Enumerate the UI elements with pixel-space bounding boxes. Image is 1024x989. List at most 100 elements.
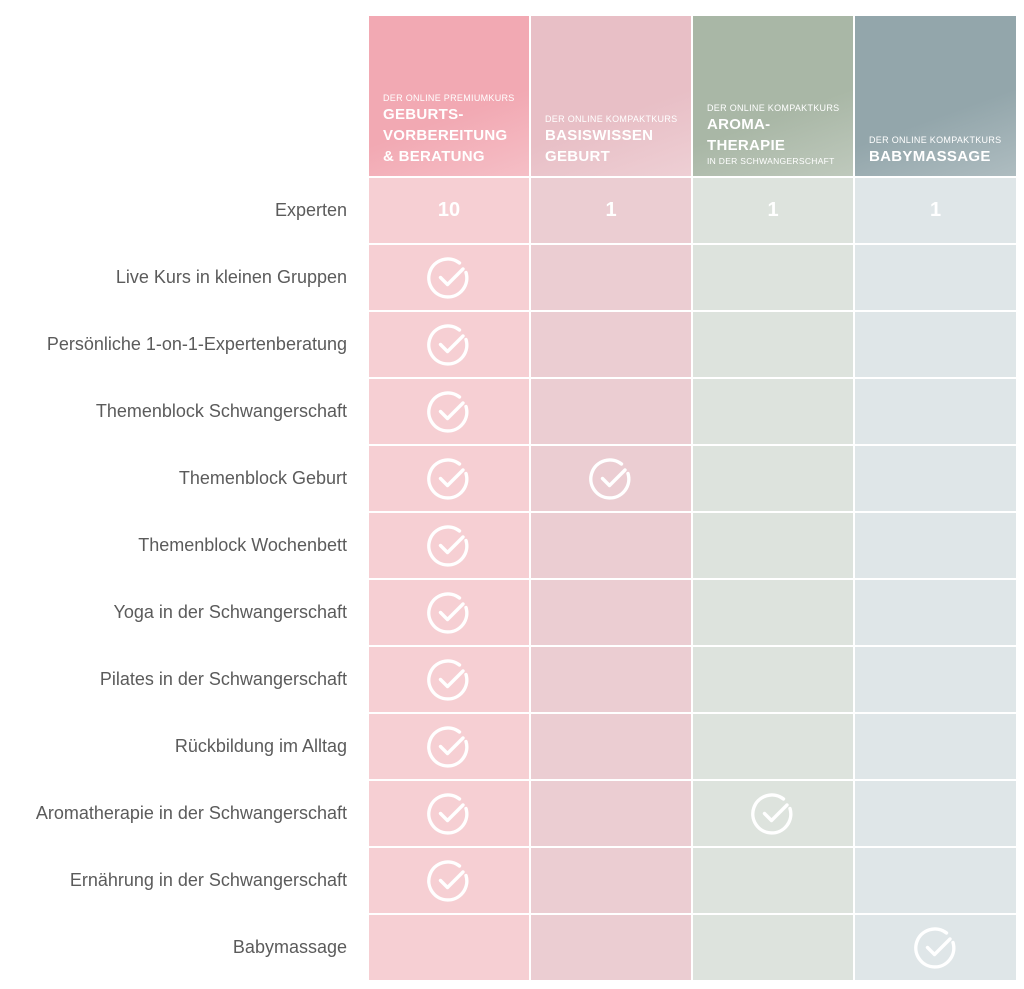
check-circle-icon (426, 858, 472, 904)
table-cell (531, 312, 691, 377)
table-cell (693, 379, 853, 444)
course-header-3: DER ONLINE KOMPAKTKURS AROMA- THERAPIE IN D… (693, 16, 853, 176)
table-cell (693, 915, 853, 980)
course-header-text: DER ONLINE PREMIUMKURS GEBURTS- VORBEREITU… (383, 93, 519, 166)
check-circle-icon (426, 322, 472, 368)
table-cell (369, 848, 529, 913)
table-cell (531, 379, 691, 444)
check-circle-icon (588, 456, 634, 502)
feature-label: Aromatherapie in der Schwangerschaft (35, 803, 347, 823)
check-circle-icon (426, 590, 472, 636)
check-circle-icon (426, 724, 472, 770)
table-cell (693, 714, 853, 779)
table-cell (693, 312, 853, 377)
table-cell (369, 915, 529, 980)
table-cell (855, 647, 1016, 712)
expert-count: 1 (767, 199, 779, 221)
table-cell (369, 781, 529, 846)
table-cell (369, 647, 529, 712)
course-subtitle: DER ONLINE KOMPAKTKURS (869, 135, 1002, 145)
course-title-line: VORBEREITUNG (383, 127, 508, 144)
table-cell (693, 513, 853, 578)
feature-label: Rückbildung im Alltag (174, 736, 347, 756)
table-cell (693, 446, 853, 511)
check-circle-icon (426, 389, 472, 435)
course-photo (855, 16, 1016, 176)
table-cell (855, 580, 1016, 645)
table-cell (531, 647, 691, 712)
table-cell (855, 915, 1016, 980)
table-cell (531, 714, 691, 779)
table-cell (693, 245, 853, 310)
course-header-text: DER ONLINE KOMPAKTKURS BABYMASSAGE (869, 135, 1006, 166)
table-cell (855, 245, 1016, 310)
course-title-extra: IN DER SCHWANGERSCHAFT (707, 156, 835, 166)
table-cell (855, 446, 1016, 511)
table-cell (369, 379, 529, 444)
expert-count: 1 (605, 199, 617, 221)
course-title-line: GEBURTS- (383, 106, 464, 123)
course-title-line: BABYMASSAGE (869, 148, 991, 165)
table-cell (531, 245, 691, 310)
course-header-4: DER ONLINE KOMPAKTKURS BABYMASSAGE (855, 16, 1016, 176)
feature-label: Themenblock Geburt (178, 468, 347, 488)
table-cell (531, 915, 691, 980)
course-header-text: DER ONLINE KOMPAKTKURS AROMA- THERAPIE IN D… (707, 103, 843, 166)
course-header-2: DER ONLINE KOMPAKTKURS BASISWISSEN GEBURT (531, 16, 691, 176)
table-cell (369, 714, 529, 779)
table-cell (855, 513, 1016, 578)
course-subtitle: DER ONLINE KOMPAKTKURS (707, 103, 840, 113)
table-cell (531, 781, 691, 846)
table-cell (855, 379, 1016, 444)
table-cell (369, 580, 529, 645)
course-subtitle: DER ONLINE KOMPAKTKURS (545, 114, 678, 124)
table-cell (531, 446, 691, 511)
table-cell: 10 (369, 178, 529, 243)
course-photo (369, 16, 529, 176)
feature-label: Persönliche 1-on-1-Expertenberatung (46, 334, 347, 354)
feature-label: Experten (274, 200, 347, 220)
table-cell: 1 (855, 178, 1016, 243)
check-circle-icon (426, 523, 472, 569)
feature-label: Yoga in der Schwangerschaft (113, 602, 348, 622)
course-header-text: DER ONLINE KOMPAKTKURS BASISWISSEN GEBURT (545, 114, 681, 166)
feature-label: Babymassage (232, 937, 347, 957)
feature-label: Pilates in der Schwangerschaft (99, 669, 347, 689)
table-cell (855, 781, 1016, 846)
check-circle-icon (426, 657, 472, 703)
table-cell (693, 781, 853, 846)
table-cell (693, 580, 853, 645)
table-cell (369, 513, 529, 578)
course-title-line: BASISWISSEN (545, 127, 654, 144)
expert-count: 10 (437, 199, 461, 221)
feature-label: Ernährung in der Schwangerschaft (69, 870, 347, 890)
feature-label: Themenblock Schwangerschaft (95, 401, 347, 421)
check-circle-icon (750, 791, 796, 837)
table-cell (369, 245, 529, 310)
table-cell (855, 714, 1016, 779)
check-circle-icon (426, 456, 472, 502)
header-spacer (0, 16, 367, 176)
course-title-line: AROMA- (707, 116, 771, 133)
check-circle-icon (913, 925, 959, 971)
check-circle-icon (426, 255, 472, 301)
feature-label: Themenblock Wochenbett (138, 535, 347, 555)
table-cell (369, 312, 529, 377)
course-title-line: THERAPIE (707, 137, 786, 154)
check-circle-icon (426, 791, 472, 837)
expert-count: 1 (929, 199, 942, 221)
table-cell (693, 647, 853, 712)
table-cell (369, 446, 529, 511)
table-cell (855, 848, 1016, 913)
course-header-1: DER ONLINE PREMIUMKURS GEBURTS- VORBEREITU… (369, 16, 529, 176)
table-cell (531, 513, 691, 578)
table-cell (693, 848, 853, 913)
table-cell: 1 (693, 178, 853, 243)
table-cell (531, 580, 691, 645)
table-cell: 1 (531, 178, 691, 243)
course-photo (693, 16, 853, 176)
course-photo (531, 16, 691, 176)
table-cell (855, 312, 1016, 377)
feature-label: Live Kurs in kleinen Gruppen (115, 267, 347, 287)
table-cell (531, 848, 691, 913)
